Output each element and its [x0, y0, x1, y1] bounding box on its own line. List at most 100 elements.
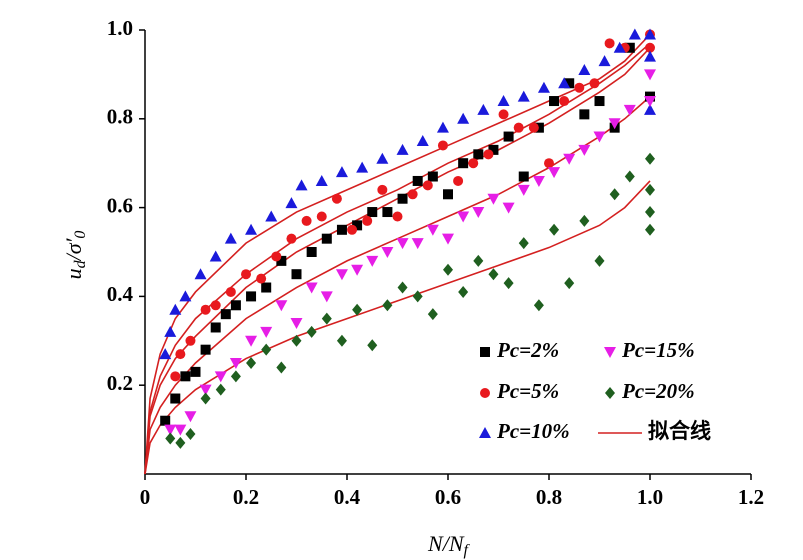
legend-label: Pc=5% — [496, 379, 559, 403]
triangle-marker — [164, 325, 177, 337]
triangle-down-marker — [320, 291, 333, 303]
diamond-marker — [175, 436, 186, 449]
diamond-marker — [321, 312, 332, 325]
circle-marker — [185, 335, 196, 346]
circle-marker — [480, 388, 490, 398]
circle-marker — [468, 158, 479, 169]
circle-marker — [210, 300, 221, 311]
circle-marker — [544, 158, 554, 169]
square-marker — [624, 42, 635, 53]
triangle-marker — [245, 223, 258, 235]
diamond-marker — [291, 334, 302, 347]
x-axis-label: N/Nf — [427, 531, 470, 559]
square-marker — [397, 193, 408, 204]
x-label-sub: f — [464, 542, 471, 559]
triangle-marker — [477, 103, 490, 115]
x-tick-label: 0.4 — [334, 485, 361, 509]
triangle-marker — [265, 210, 278, 222]
triangle-marker — [295, 179, 308, 191]
square-marker — [564, 78, 575, 89]
circle-marker — [498, 109, 509, 120]
triangle-down-marker — [381, 247, 394, 258]
circle-marker — [513, 122, 524, 133]
circle-marker — [589, 78, 600, 89]
square-marker — [220, 309, 231, 320]
diamond-marker — [473, 254, 484, 267]
x-tick-label: 1.2 — [738, 485, 764, 509]
y-label-sub: d — [72, 259, 89, 268]
triangle-down-marker — [290, 318, 303, 330]
square-marker — [352, 220, 363, 231]
triangle-marker — [457, 112, 470, 124]
y-axis-label: ud/σ′0 — [61, 231, 89, 280]
diamond-marker — [605, 387, 615, 399]
circle-marker — [316, 211, 327, 222]
square-marker — [336, 224, 347, 235]
fit-line — [144, 33, 651, 475]
triangle-down-marker — [563, 153, 576, 165]
square-marker — [230, 300, 241, 311]
triangle-marker — [537, 81, 550, 93]
triangle-down-marker — [351, 264, 364, 276]
triangle-down-marker — [174, 424, 187, 436]
diamond-marker — [246, 357, 257, 369]
square-marker — [276, 255, 287, 266]
diamond-marker — [336, 334, 347, 347]
triangle-marker — [396, 143, 409, 155]
triangle-marker — [628, 28, 641, 40]
diamond-marker — [609, 188, 620, 201]
square-marker — [246, 291, 257, 302]
triangle-down-marker — [442, 233, 454, 245]
diamond-marker — [230, 370, 241, 383]
diamond-marker — [488, 268, 499, 281]
circle-marker — [331, 193, 342, 204]
circle-marker — [286, 233, 297, 244]
square-marker — [367, 207, 378, 218]
diamond-marker — [382, 299, 393, 312]
circle-marker — [377, 184, 388, 195]
triangle-down-marker — [517, 184, 530, 196]
circle-marker — [453, 175, 464, 186]
square-marker — [480, 347, 490, 357]
square-marker — [488, 144, 499, 155]
triangle-down-marker — [608, 118, 621, 130]
diamond-marker — [503, 277, 514, 290]
diamond-marker — [215, 383, 226, 396]
diamond-marker — [276, 361, 287, 374]
diamond-marker — [200, 392, 211, 405]
triangle-down-marker — [260, 326, 273, 338]
square-marker — [579, 109, 590, 120]
square-marker — [210, 322, 221, 333]
circle-marker — [200, 304, 211, 315]
diamond-marker — [645, 152, 655, 165]
fit-line — [144, 47, 651, 475]
square-marker — [503, 131, 514, 142]
square-marker — [321, 233, 332, 244]
triangle-down-marker — [366, 255, 379, 267]
y-tick-label: 0.2 — [107, 371, 133, 395]
triangle-down-marker — [184, 411, 197, 423]
triangle-marker — [416, 135, 429, 146]
triangle-down-marker — [335, 269, 348, 281]
triangle-marker — [644, 28, 656, 40]
triangle-down-marker — [245, 335, 258, 347]
triangle-marker — [356, 161, 369, 173]
triangle-down-marker — [229, 358, 242, 369]
triangle-marker — [315, 174, 328, 186]
square-marker — [533, 122, 544, 133]
y-label-main: /σ′ — [61, 237, 86, 262]
triangle-down-marker — [644, 69, 656, 81]
triangle-down-marker — [411, 238, 424, 250]
square-marker — [160, 415, 171, 426]
square-marker — [200, 344, 211, 355]
triangle-down-marker — [426, 224, 439, 236]
diamond-marker — [624, 170, 635, 183]
square-marker — [443, 189, 453, 200]
diamond-marker — [564, 277, 575, 290]
triangle-down-marker — [275, 300, 288, 312]
square-marker — [412, 175, 423, 186]
square-marker — [180, 371, 191, 382]
diamond-marker — [533, 299, 544, 312]
diamond-marker — [427, 308, 438, 321]
